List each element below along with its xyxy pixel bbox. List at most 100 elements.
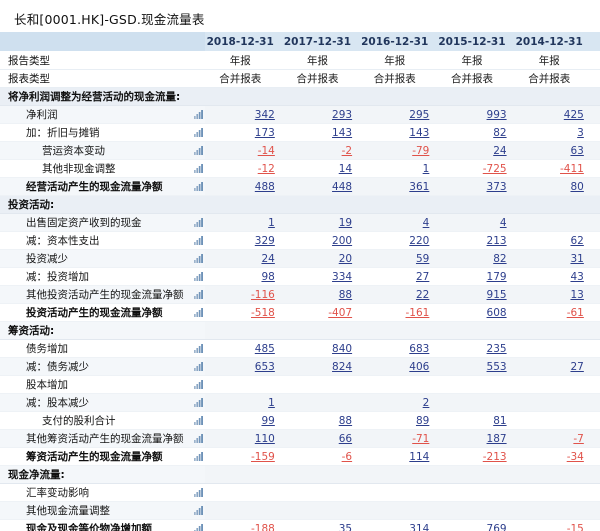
row-icon-cell[interactable] <box>193 375 205 394</box>
cell-value[interactable]: 406 <box>409 360 430 373</box>
cell-value[interactable]: -161 <box>405 306 430 319</box>
bar-chart-icon[interactable] <box>194 128 204 137</box>
row-label[interactable]: 投资活动: <box>0 195 194 214</box>
cell-value[interactable]: 82 <box>493 252 507 265</box>
row-icon-cell[interactable] <box>193 519 205 531</box>
row-icon-cell[interactable] <box>193 285 205 304</box>
cell-value[interactable]: 824 <box>332 360 353 373</box>
header-cell-date-0[interactable]: 2018-12-31 <box>204 32 282 52</box>
row-label[interactable]: 其他现金流量调整 <box>0 501 194 520</box>
cell-value[interactable]: 769 <box>486 522 507 531</box>
row-icon-cell[interactable] <box>193 303 205 322</box>
row-label[interactable]: 其他非现金调整 <box>0 159 194 178</box>
cell-value[interactable]: 653 <box>254 360 275 373</box>
bar-chart-icon[interactable] <box>194 362 204 371</box>
cell-value[interactable]: 24 <box>493 144 507 157</box>
row-label[interactable]: 股本增加 <box>0 375 194 394</box>
cell-value[interactable]: 143 <box>409 126 430 139</box>
row-label[interactable]: 支付的股利合计 <box>0 411 194 430</box>
cell-value[interactable]: -34 <box>566 450 584 463</box>
cell-value[interactable]: -188 <box>251 522 275 531</box>
cell-value[interactable]: 88 <box>338 288 353 301</box>
bar-chart-icon[interactable] <box>194 488 204 497</box>
cell-value[interactable]: 143 <box>332 126 353 139</box>
row-label[interactable]: 其他筹资活动产生的现金流量净额 <box>0 429 194 448</box>
row-icon-cell[interactable] <box>193 249 205 268</box>
cell-value[interactable]: 27 <box>570 360 584 373</box>
row-icon-cell[interactable] <box>193 447 205 466</box>
cell-value[interactable]: 293 <box>332 108 353 121</box>
cell-value[interactable]: 14 <box>338 162 353 175</box>
cell-value[interactable]: 448 <box>332 180 353 193</box>
cell-value[interactable]: 114 <box>409 450 430 463</box>
row-label[interactable]: 现金净流量: <box>0 465 194 484</box>
cell-value[interactable]: 425 <box>563 108 584 121</box>
cell-value[interactable]: 915 <box>486 288 507 301</box>
cell-value[interactable]: 187 <box>486 432 507 445</box>
cell-value[interactable]: 295 <box>409 108 430 121</box>
cell-value[interactable]: 4 <box>422 216 430 229</box>
bar-chart-icon[interactable] <box>194 218 204 227</box>
cell-value[interactable]: -411 <box>560 162 584 175</box>
cell-value[interactable]: 1 <box>268 396 275 409</box>
bar-chart-icon[interactable] <box>194 398 204 407</box>
cell-value[interactable]: 213 <box>486 234 507 247</box>
cell-value[interactable]: 361 <box>409 180 430 193</box>
header-cell-date-2[interactable]: 2016-12-31 <box>359 32 437 52</box>
cell-value[interactable]: 553 <box>486 360 507 373</box>
cell-value[interactable]: 329 <box>254 234 275 247</box>
cell-value[interactable]: 235 <box>486 342 507 355</box>
bar-chart-icon[interactable] <box>194 236 204 245</box>
cell-value[interactable]: 993 <box>486 108 507 121</box>
bar-chart-icon[interactable] <box>194 308 204 317</box>
header-cell-date-4[interactable]: 2014-12-31 <box>513 32 591 52</box>
cell-value[interactable]: -7 <box>573 432 584 445</box>
cell-value[interactable]: 82 <box>493 126 507 139</box>
row-label[interactable]: 筹资活动产生的现金流量净额 <box>0 447 194 466</box>
row-icon-cell[interactable] <box>193 393 205 412</box>
bar-chart-icon[interactable] <box>194 416 204 425</box>
cell-value[interactable]: 81 <box>493 414 507 427</box>
cell-value[interactable]: 1 <box>422 162 430 175</box>
row-label[interactable]: 将净利润调整为经营活动的现金流量: <box>0 87 194 106</box>
bar-chart-icon[interactable] <box>194 254 204 263</box>
cell-value[interactable]: -213 <box>482 450 507 463</box>
cell-value[interactable]: 63 <box>570 144 584 157</box>
row-label[interactable]: 加：折旧与摊销 <box>0 123 194 142</box>
row-label[interactable]: 经营活动产生的现金流量净额 <box>0 177 194 196</box>
cell-value[interactable]: 683 <box>409 342 430 355</box>
bar-chart-icon[interactable] <box>194 110 204 119</box>
cell-value[interactable]: 342 <box>254 108 275 121</box>
cell-value[interactable]: 80 <box>570 180 584 193</box>
row-icon-cell[interactable] <box>193 177 205 196</box>
row-icon-cell[interactable] <box>193 231 205 250</box>
bar-chart-icon[interactable] <box>194 452 204 461</box>
row-icon-cell[interactable] <box>193 357 205 376</box>
cell-value[interactable]: 99 <box>261 414 275 427</box>
bar-chart-icon[interactable] <box>194 272 204 281</box>
cell-value[interactable]: 24 <box>261 252 275 265</box>
cell-value[interactable]: 13 <box>570 288 584 301</box>
cell-value[interactable]: 485 <box>254 342 275 355</box>
row-icon-cell[interactable] <box>193 339 205 358</box>
cell-value[interactable]: 488 <box>254 180 275 193</box>
row-label[interactable]: 投资减少 <box>0 249 194 268</box>
bar-chart-icon[interactable] <box>194 380 204 389</box>
row-label[interactable]: 出售固定资产收到的现金 <box>0 213 194 232</box>
row-label[interactable]: 减：资本性支出 <box>0 231 194 250</box>
cell-value[interactable]: -2 <box>341 144 353 157</box>
cell-value[interactable]: -407 <box>328 306 353 319</box>
cell-value[interactable]: 373 <box>486 180 507 193</box>
row-label[interactable]: 投资活动产生的现金流量净额 <box>0 303 194 322</box>
cell-value[interactable]: -14 <box>257 144 275 157</box>
row-icon-cell[interactable] <box>193 213 205 232</box>
cell-value[interactable]: -725 <box>482 162 507 175</box>
cell-value[interactable]: 66 <box>338 432 353 445</box>
cell-value[interactable]: 89 <box>415 414 430 427</box>
row-label[interactable]: 债务增加 <box>0 339 194 358</box>
cell-value[interactable]: -518 <box>251 306 275 319</box>
cell-value[interactable]: 110 <box>254 432 275 445</box>
cell-value[interactable]: 173 <box>254 126 275 139</box>
cell-value[interactable]: 22 <box>415 288 430 301</box>
cell-value[interactable]: 2 <box>422 396 430 409</box>
